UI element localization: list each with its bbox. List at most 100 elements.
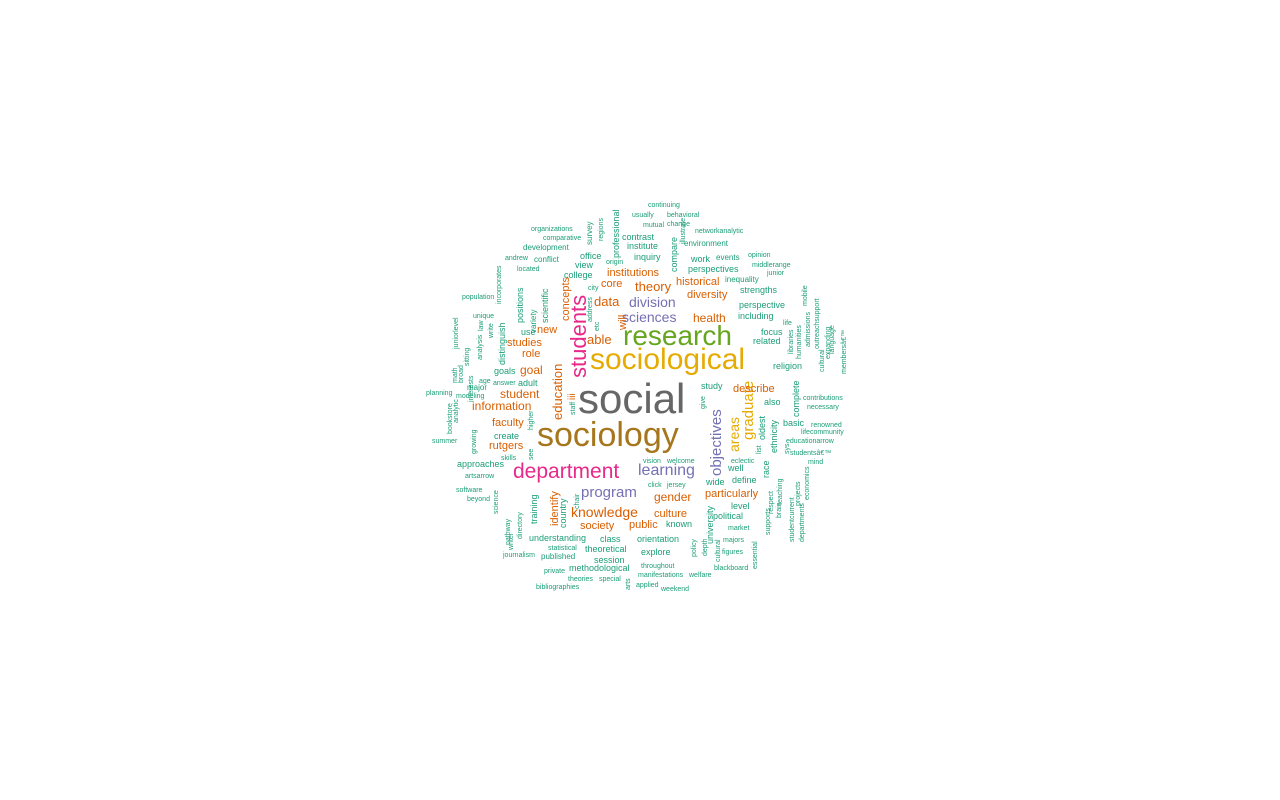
cloud-word: college <box>564 270 593 280</box>
cloud-word: create <box>494 431 520 441</box>
cloud-word: majors <box>723 537 745 544</box>
cloud-word: junior <box>767 270 785 277</box>
cloud-word: variety <box>529 309 538 333</box>
cloud-word: positions <box>515 287 525 323</box>
cloud-word: cultural <box>715 539 722 562</box>
cloud-word: write <box>488 323 495 338</box>
cloud-word: institute <box>627 241 659 251</box>
cloud-word: work <box>691 254 711 264</box>
cloud-word: society <box>580 520 615 532</box>
cloud-word: core <box>601 278 623 290</box>
cloud-word: give <box>700 396 707 409</box>
cloud-word: goal <box>520 363 543 377</box>
cloud-word: theories <box>568 576 593 583</box>
cloud-word: research <box>623 320 732 351</box>
cloud-word: jersey <box>667 482 686 489</box>
cloud-word: beyond <box>467 496 490 503</box>
cloud-word: population <box>462 294 495 301</box>
cloud-word: sitting <box>464 347 471 366</box>
cloud-word: modeling <box>456 393 485 400</box>
cloud-word: objectives <box>708 409 725 476</box>
cloud-word: bibliographies <box>536 584 580 591</box>
cloud-word: departments <box>799 503 806 542</box>
cloud-word: information <box>472 399 532 413</box>
cloud-word: perspectives <box>688 264 739 274</box>
cloud-word: social <box>578 375 686 422</box>
cloud-word: program <box>581 484 637 501</box>
cloud-word: particularly <box>705 488 759 500</box>
cloud-word: iii <box>567 393 578 400</box>
cloud-word: summer <box>432 438 458 445</box>
cloud-word: department <box>513 460 620 483</box>
cloud-word: artsarrow <box>465 473 495 480</box>
cloud-word: broad <box>458 365 465 383</box>
cloud-word: knowledge <box>571 504 638 520</box>
cloud-word: growing <box>471 429 478 454</box>
cloud-word: illustrate <box>680 217 687 244</box>
cloud-word: explore <box>641 547 671 557</box>
cloud-word: inquiry <box>634 252 661 262</box>
cloud-word: analytic <box>453 399 460 423</box>
cloud-word: data <box>594 294 620 309</box>
cloud-word: continuing <box>648 202 680 209</box>
cloud-word: mutual <box>643 222 665 229</box>
cloud-word: conflict <box>534 255 559 264</box>
cloud-word: understanding <box>529 533 587 543</box>
cloud-word: political <box>713 511 744 521</box>
cloud-word: events <box>716 253 740 262</box>
cloud-word: studentsâ€™ <box>790 450 832 457</box>
cloud-word: manifestations <box>638 572 684 579</box>
cloud-word: sys <box>784 443 791 455</box>
cloud-word: rutgers <box>489 440 524 452</box>
cloud-word: race <box>761 460 771 478</box>
cloud-word: approaches <box>457 459 505 469</box>
cloud-word: behavioral <box>667 212 700 219</box>
cloud-word: vision <box>643 458 661 465</box>
cloud-word: distinguish <box>497 322 507 365</box>
cloud-word: life <box>783 320 792 327</box>
cloud-word: eclectic <box>731 458 755 465</box>
cloud-word: development <box>523 243 569 252</box>
cloud-word: office <box>580 251 602 261</box>
cloud-word: faculty <box>492 417 524 429</box>
cloud-word: writer <box>508 532 515 550</box>
cloud-word: class <box>600 534 621 544</box>
cloud-word: environment <box>684 239 729 248</box>
cloud-word: contrast <box>622 232 655 242</box>
cloud-word: goals <box>494 366 516 376</box>
cloud-word: focus <box>761 327 783 337</box>
cloud-word: comparative <box>543 235 582 242</box>
cloud-word: historical <box>676 276 720 288</box>
cloud-word: new <box>537 324 558 336</box>
cloud-word: strengths <box>740 285 778 295</box>
cloud-word: skills <box>501 455 517 462</box>
cloud-word: juniorlevel <box>453 317 460 349</box>
cloud-word: areas <box>726 416 742 452</box>
cloud-word: market <box>728 525 750 532</box>
cloud-word: ethnicity <box>769 419 779 453</box>
cloud-word: major <box>467 383 488 392</box>
cloud-word: analysis <box>477 334 484 360</box>
cloud-word: use <box>521 327 536 337</box>
cloud-word: projects <box>795 481 802 506</box>
cloud-word: city <box>588 285 599 292</box>
cloud-word: including <box>738 311 774 321</box>
cloud-word: student <box>500 387 540 401</box>
cloud-word: lifecommunity <box>801 429 844 436</box>
cloud-word: well <box>728 463 744 473</box>
cloud-word: describe <box>733 383 775 395</box>
cloud-word: opinion <box>748 252 771 259</box>
cloud-word: religion <box>773 361 803 371</box>
cloud-word: adult <box>518 378 538 388</box>
cloud-word: gender <box>654 490 692 504</box>
cloud-word: origin <box>606 259 624 266</box>
cloud-word: located <box>517 266 540 273</box>
cloud-word: chair <box>574 493 581 509</box>
cloud-word: sciences <box>622 309 677 325</box>
cloud-word: click <box>648 482 662 489</box>
cloud-word: public <box>629 519 658 531</box>
cloud-word: blackboard <box>714 565 749 572</box>
cloud-word: learning <box>638 462 695 479</box>
cloud-word: complete <box>791 380 801 417</box>
